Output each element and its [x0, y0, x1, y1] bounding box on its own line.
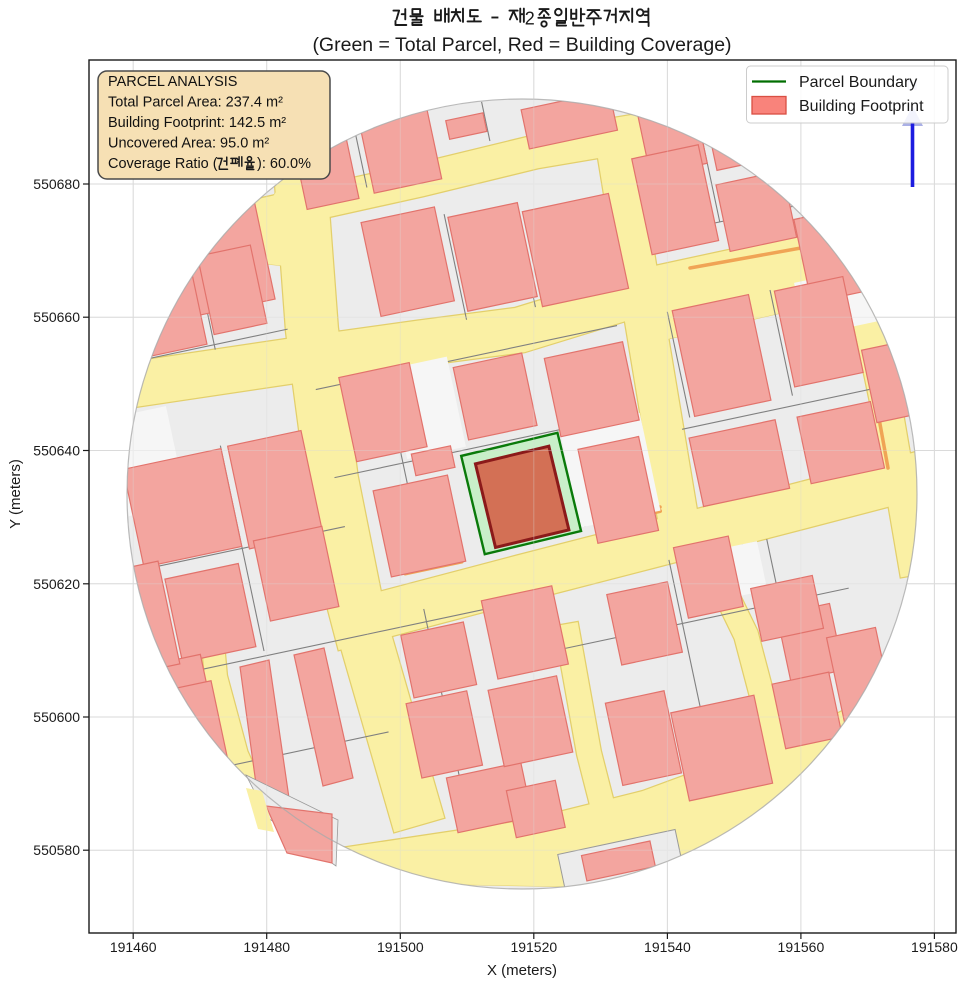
svg-text:Parcel Boundary: Parcel Boundary	[799, 74, 917, 91]
svg-text:191580: 191580	[911, 939, 958, 955]
svg-text:550680: 550680	[33, 176, 80, 192]
svg-text:550640: 550640	[33, 443, 80, 459]
svg-text:191460: 191460	[110, 939, 157, 955]
svg-text:): 60.0%: ): 60.0%	[257, 156, 311, 172]
svg-text:191560: 191560	[778, 939, 825, 955]
svg-text:Building Footprint: Building Footprint	[799, 98, 924, 115]
svg-text:550580: 550580	[33, 842, 80, 858]
svg-text:Total Parcel Area: 237.4 m²: Total Parcel Area: 237.4 m²	[108, 95, 283, 111]
svg-text:550600: 550600	[33, 709, 80, 725]
svg-text:191500: 191500	[377, 939, 424, 955]
svg-text:Uncovered Area: 95.0 m²: Uncovered Area: 95.0 m²	[108, 136, 269, 152]
svg-text:550620: 550620	[33, 576, 80, 592]
svg-text:2: 2	[525, 9, 535, 29]
svg-text:Y (meters): Y (meters)	[7, 459, 24, 529]
svg-text:191480: 191480	[243, 939, 290, 955]
svg-text:Building Footprint: 142.5 m²: Building Footprint: 142.5 m²	[108, 115, 286, 131]
svg-text:PARCEL ANALYSIS: PARCEL ANALYSIS	[108, 74, 237, 90]
svg-text:Coverage Ratio (: Coverage Ratio (	[108, 156, 218, 172]
svg-text:191540: 191540	[644, 939, 691, 955]
svg-text:X (meters): X (meters)	[487, 962, 557, 979]
svg-text:(Green = Total Parcel, Red = B: (Green = Total Parcel, Red = Building Co…	[312, 34, 731, 56]
svg-text:550660: 550660	[33, 309, 80, 325]
svg-text:191520: 191520	[510, 939, 557, 955]
